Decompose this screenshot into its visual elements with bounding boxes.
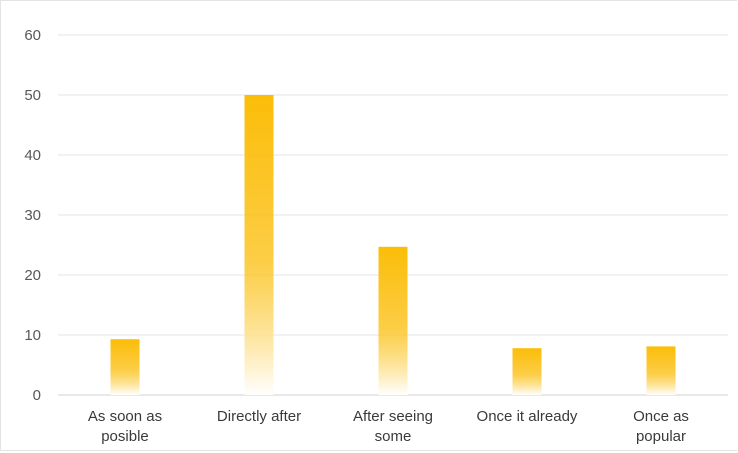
y-axis-ticks: 0 10 20 30 40 50 60 — [24, 27, 41, 404]
y-tick-label: 0 — [33, 387, 41, 404]
x-tick-label: Once as popular — [633, 408, 689, 445]
x-tick-label-line: popular — [636, 428, 686, 445]
x-tick-label-line: posible — [101, 428, 149, 445]
y-tick-label: 20 — [24, 267, 41, 284]
x-tick-label-line: Directly after — [217, 408, 301, 425]
bar — [646, 346, 676, 395]
bar — [244, 95, 274, 395]
x-tick-label-line: Once as — [633, 408, 689, 425]
x-axis-ticks: As soon as posible Directly after After see… — [88, 408, 689, 445]
x-tick-label-line: Once it already — [477, 408, 578, 425]
bars — [110, 95, 676, 395]
x-tick-label: Directly after — [217, 408, 301, 425]
x-tick-label: As soon as posible — [88, 408, 162, 445]
x-tick-label: Once it already — [477, 408, 578, 425]
x-tick-label-line: some — [375, 428, 412, 445]
y-tick-label: 50 — [24, 87, 41, 104]
bar — [110, 339, 140, 395]
x-tick-label-line: After seeing — [353, 408, 433, 425]
x-tick-label-line: As soon as — [88, 408, 162, 425]
y-tick-label: 60 — [24, 27, 41, 44]
y-tick-label: 10 — [24, 327, 41, 344]
y-tick-label: 30 — [24, 207, 41, 224]
y-tick-label: 40 — [24, 147, 41, 164]
bar — [378, 246, 408, 395]
x-tick-label: After seeing some — [353, 408, 433, 445]
bar — [512, 348, 542, 395]
